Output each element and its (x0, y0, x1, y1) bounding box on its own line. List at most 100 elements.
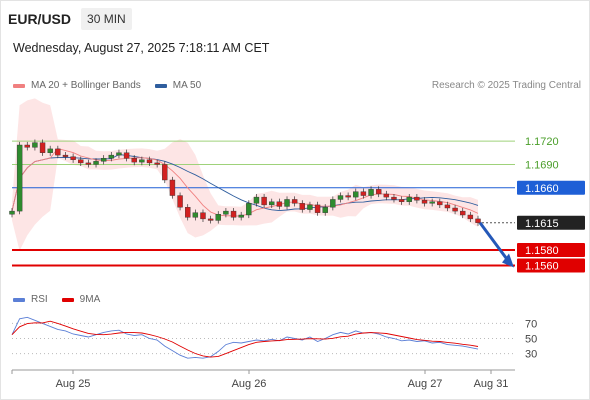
candle-body (162, 164, 168, 181)
candle-body (47, 148, 53, 153)
candle-body (9, 210, 15, 215)
candle-body (131, 158, 137, 163)
candle-body (261, 196, 267, 206)
rsi-level-label-30: 30 (525, 349, 537, 361)
ma20-swatch (13, 83, 25, 88)
research-credit: Research © 2025 Trading Central (431, 80, 581, 91)
candle-body (207, 218, 214, 221)
price-legend: MA 20 + Bollinger Bands MA 50 (13, 80, 215, 91)
level-tag-1.1560 (517, 258, 585, 273)
level-label-1.1580: 1.1580 (525, 245, 559, 257)
x-tick-label: Aug 26 (232, 378, 267, 390)
symbol-title: EUR/USD (8, 11, 72, 27)
candle-body (314, 204, 321, 213)
candle-body (414, 196, 420, 201)
candle-body (223, 210, 229, 215)
candle-body (421, 200, 428, 204)
rsi-9ma-line (11, 320, 479, 358)
bollinger-band (12, 98, 478, 251)
legend-item-9ma: 9MA (61, 294, 101, 305)
candle-body (291, 199, 298, 204)
candle-body (284, 199, 290, 207)
candle-body (93, 161, 99, 165)
candle-body (24, 144, 30, 148)
candle-body (437, 201, 443, 206)
candle-body (55, 148, 61, 156)
candle-body (177, 195, 183, 208)
x-tick-label: Aug 31 (474, 378, 509, 390)
candle-body (146, 159, 153, 164)
level-label-1.1660: 1.1660 (525, 183, 559, 195)
candle-body (169, 179, 176, 196)
candle-body (230, 210, 237, 218)
rsi-legend: RSI 9MA (13, 294, 114, 305)
ma20-line (11, 148, 479, 217)
candle-body (154, 162, 160, 165)
candle-body (85, 162, 92, 165)
candle-body (383, 193, 390, 198)
level-tag-1.1580 (517, 243, 585, 257)
ma50-label: MA 50 (172, 80, 202, 91)
candle-body (39, 142, 46, 153)
candle-body (475, 218, 481, 223)
candle-body (345, 195, 351, 198)
x-tick-label: Aug 25 (56, 378, 91, 390)
candle-body (62, 154, 69, 157)
candle-body (467, 214, 474, 220)
candle-body (307, 204, 313, 210)
candle-body (452, 207, 458, 212)
candle-body (391, 196, 397, 200)
level-tag-1.1615 (517, 215, 585, 230)
level-label-1.1720: 1.1720 (525, 136, 559, 148)
legend-item-ma20: MA 20 + Bollinger Bands (13, 80, 141, 91)
level-label-1.1615: 1.1615 (525, 218, 559, 230)
candle-body (322, 207, 328, 213)
candle-body (246, 203, 252, 216)
candle-body (108, 154, 115, 159)
ma9-label: 9MA (79, 294, 101, 305)
candle-body (123, 152, 130, 159)
rsi-level-label-70: 70 (525, 318, 537, 330)
candle-body (330, 199, 336, 208)
candle-body (238, 214, 244, 218)
candle-body (70, 156, 76, 160)
candle-body (100, 158, 107, 162)
x-tick-label: Aug 27 (408, 378, 443, 390)
candle-body (429, 201, 435, 204)
rsi-label: RSI (31, 294, 48, 305)
candle-body (276, 201, 283, 207)
candle-body (192, 212, 199, 218)
rsi-level-label-50: 50 (525, 334, 537, 346)
candle-body (215, 214, 221, 221)
candle-body (269, 201, 275, 206)
candle-body (16, 144, 23, 212)
candle-body (185, 207, 191, 218)
chart-header: EUR/USD 30 MIN (4, 7, 132, 31)
candle-body (299, 203, 305, 210)
candle-body (337, 195, 344, 200)
candle-body (116, 152, 122, 156)
timeframe-badge[interactable]: 30 MIN (81, 8, 132, 30)
forecast-arrow-shaft (478, 221, 510, 262)
rsi-swatch (13, 297, 25, 302)
rsi-line (11, 316, 479, 359)
candle-body (253, 196, 260, 204)
candle-body (444, 204, 451, 209)
ma20-label: MA 20 + Bollinger Bands (31, 80, 141, 91)
level-label-1.1690: 1.1690 (525, 159, 559, 171)
candle-body (32, 142, 38, 148)
candle-body (78, 159, 84, 164)
candle-body (406, 196, 412, 202)
level-label-1.1560: 1.1560 (525, 261, 559, 273)
level-tag-1.1660 (517, 180, 585, 195)
candle-body (360, 191, 367, 196)
ma50-swatch (154, 83, 167, 88)
legend-item-ma50: MA 50 (154, 80, 202, 91)
candle-body (460, 210, 466, 216)
candle-body (375, 189, 382, 195)
chart-datetime: Wednesday, August 27, 2025 7:18:11 AM CE… (13, 41, 270, 55)
candle-body (353, 191, 359, 198)
forecast-arrow-head (502, 253, 514, 268)
candle-body (368, 189, 374, 196)
